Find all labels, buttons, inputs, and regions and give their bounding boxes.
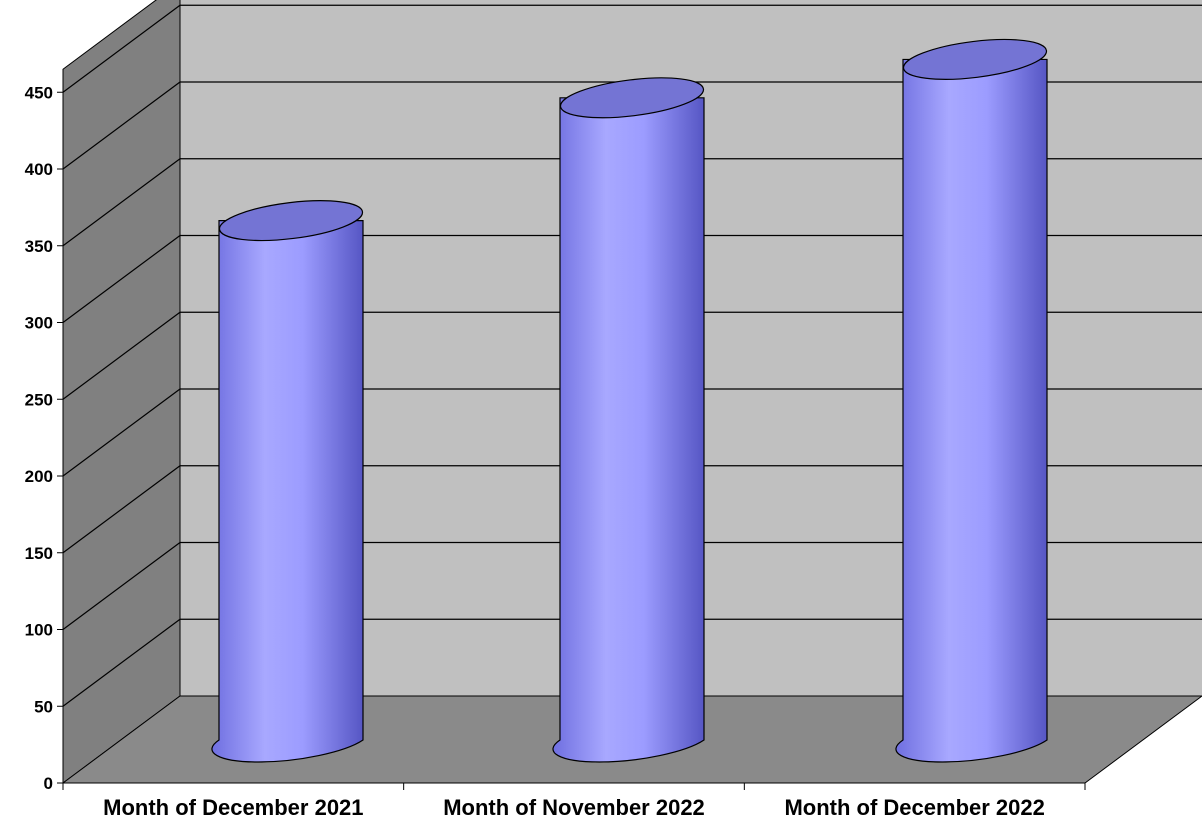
gridline-side [62,81,181,170]
y-tick-label: 250 [25,390,53,409]
gridline-side [62,618,181,707]
y-tick-label: 400 [25,160,53,179]
y-tick-label: 0 [44,774,53,793]
gridline-side [62,158,181,247]
y-tick-label: 50 [34,697,53,716]
bar-side [211,220,364,763]
y-tick-label: 100 [25,621,53,640]
y-tick-label: 300 [25,314,53,333]
x-category-label: Month of November 2022 [443,795,705,820]
bar [895,38,1048,763]
side-wall [62,0,181,784]
gridline-side [62,311,181,400]
x-category-label: Month of December 2021 [103,795,363,820]
bar [211,200,364,763]
gridline-side [62,542,181,630]
bar [552,77,705,763]
gridline-side [62,235,181,323]
bar-top [902,38,1048,80]
gridline-side [62,4,181,93]
bar-side [895,58,1048,763]
y-tick-label: 200 [25,467,53,486]
gridline-side [62,388,181,477]
bar-top [218,200,364,242]
bar-top [559,77,705,119]
y-tick-label: 150 [25,544,53,563]
axes [57,69,1086,790]
gridline-side [62,465,181,554]
x-category-label: Month of December 2022 [784,795,1044,820]
bars [211,38,1048,763]
axis-labels: 0 50 100 150 200 250 300 350 400 450 Month of Dece… [25,83,1045,820]
bar-side [552,97,705,763]
y-tick-label: 350 [25,237,53,256]
y-tick-label: 450 [25,83,53,102]
